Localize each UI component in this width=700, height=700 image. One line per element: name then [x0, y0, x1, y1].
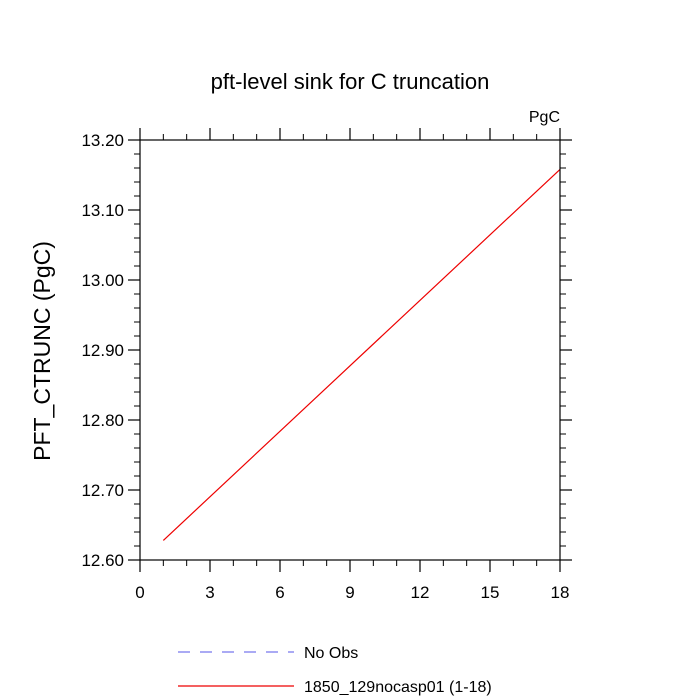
x-tick-label: 6: [275, 583, 284, 602]
legend: No Obs 1850_129nocasp01 (1-18): [178, 645, 492, 696]
legend-label: No Obs: [304, 645, 358, 662]
axis-ticks: [128, 128, 572, 572]
x-tick-label: 15: [481, 583, 500, 602]
plot-series: [162, 168, 561, 541]
series-line-1: [162, 168, 561, 541]
x-tick-label: 0: [135, 583, 144, 602]
y-tick-label: 13.00: [81, 271, 124, 290]
units-label: PgC: [529, 109, 560, 126]
y-tick-label: 12.70: [81, 481, 124, 500]
x-tick-label: 18: [551, 583, 570, 602]
x-tick-label: 12: [411, 583, 430, 602]
x-tick-label: 3: [205, 583, 214, 602]
y-tick-labels: 12.60 12.70 12.80 12.90 13.00 13.10 13.20: [81, 131, 124, 570]
y-tick-label: 13.20: [81, 131, 124, 150]
y-axis-label: PFT_CTRUNC (PgC): [29, 241, 55, 461]
y-tick-label: 12.60: [81, 551, 124, 570]
y-tick-label: 12.90: [81, 341, 124, 360]
y-tick-label: 13.10: [81, 201, 124, 220]
plot-frame: [139, 139, 561, 561]
x-tick-label: 9: [345, 583, 354, 602]
x-tick-labels: 0 3 6 9 12 15 18: [135, 583, 569, 602]
y-tick-label: 12.80: [81, 411, 124, 430]
chart-title: pft-level sink for C truncation: [211, 69, 490, 94]
legend-label: 1850_129nocasp01 (1-18): [304, 679, 492, 696]
